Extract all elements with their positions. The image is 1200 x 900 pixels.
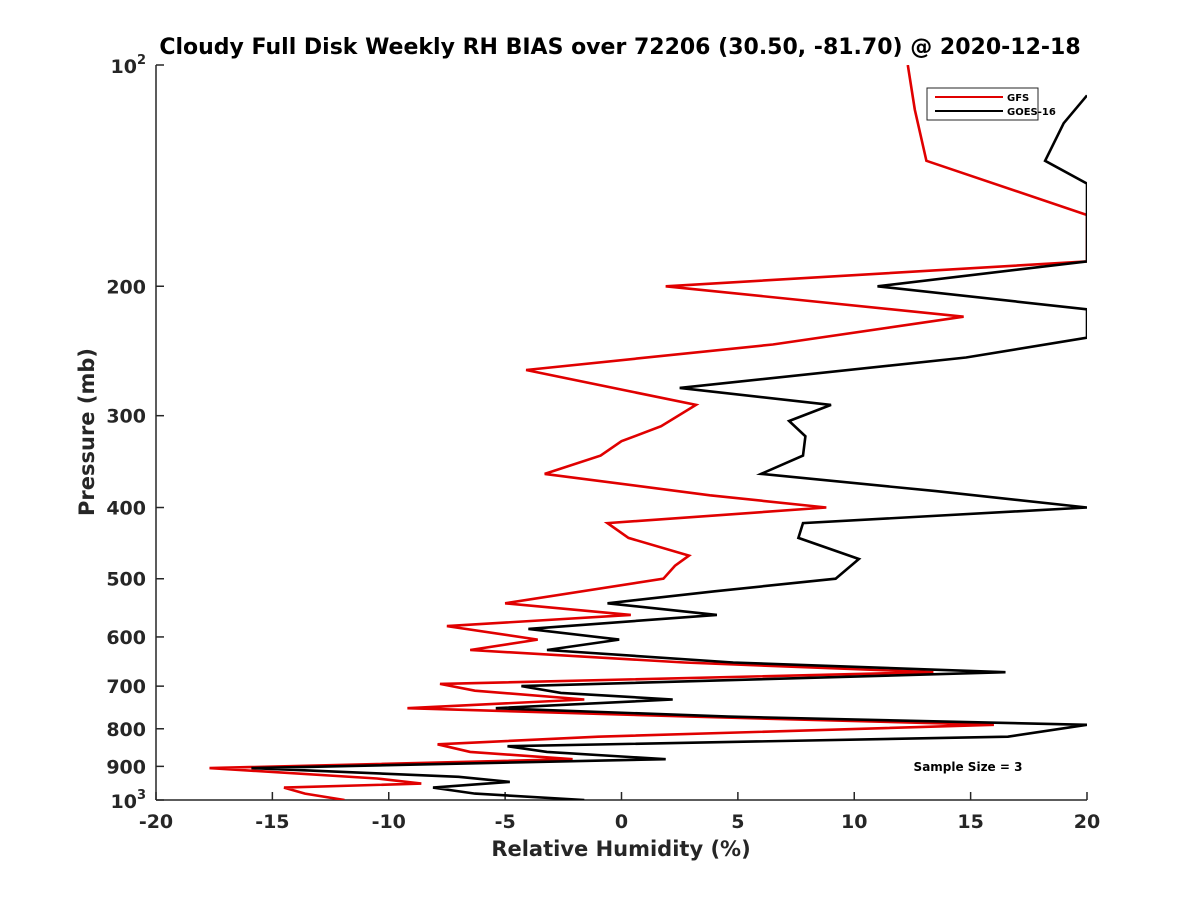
series-line-goes16 bbox=[251, 94, 1087, 800]
y-tick-label: 800 bbox=[106, 719, 146, 741]
y-tick-label: 900 bbox=[106, 756, 146, 778]
series-line-gfs bbox=[209, 65, 1087, 800]
x-tick-label: -20 bbox=[139, 811, 173, 833]
legend: GFS GOES-16 bbox=[926, 87, 1056, 121]
y-tick-label-100: 102 bbox=[111, 53, 147, 78]
y-tick-label: 400 bbox=[106, 498, 146, 520]
legend-label-gfs: GFS bbox=[1007, 93, 1029, 104]
y-tick-1000-exp: 3 bbox=[137, 788, 146, 803]
y-tick-label: 200 bbox=[106, 276, 146, 298]
chart-title: Cloudy Full Disk Weekly RH BIAS over 722… bbox=[159, 35, 1080, 60]
y-tick-100-base: 10 bbox=[111, 56, 137, 78]
y-tick-label: 500 bbox=[106, 569, 146, 591]
y-ticks: 200 300 400 500 600 700 800 900 bbox=[106, 64, 164, 801]
x-tick-label: -15 bbox=[255, 811, 289, 833]
x-tick-label: 0 bbox=[615, 811, 628, 833]
x-ticks: -20 -15 -10 -5 0 5 10 15 20 bbox=[139, 792, 1100, 833]
series-lines bbox=[209, 65, 1087, 800]
x-tick-label: 10 bbox=[841, 811, 867, 833]
x-tick-label: 20 bbox=[1074, 811, 1100, 833]
y-tick-label: 600 bbox=[106, 627, 146, 649]
y-tick-label: 700 bbox=[106, 676, 146, 698]
y-tick-label-1000: 103 bbox=[111, 788, 147, 813]
y-tick-label: 300 bbox=[106, 406, 146, 428]
sample-size-annotation: Sample Size = 3 bbox=[914, 760, 1023, 774]
legend-label-goes16: GOES-16 bbox=[1007, 107, 1056, 118]
x-tick-label: 15 bbox=[957, 811, 983, 833]
y-axis-label: Pressure (mb) bbox=[75, 348, 99, 516]
x-tick-label: -5 bbox=[495, 811, 516, 833]
x-tick-label: -10 bbox=[372, 811, 406, 833]
x-tick-label: 5 bbox=[731, 811, 744, 833]
y-tick-100-exp: 2 bbox=[137, 53, 146, 68]
x-axis-label: Relative Humidity (%) bbox=[491, 837, 750, 861]
legend-box bbox=[926, 87, 1039, 121]
y-tick-1000-base: 10 bbox=[111, 791, 137, 813]
